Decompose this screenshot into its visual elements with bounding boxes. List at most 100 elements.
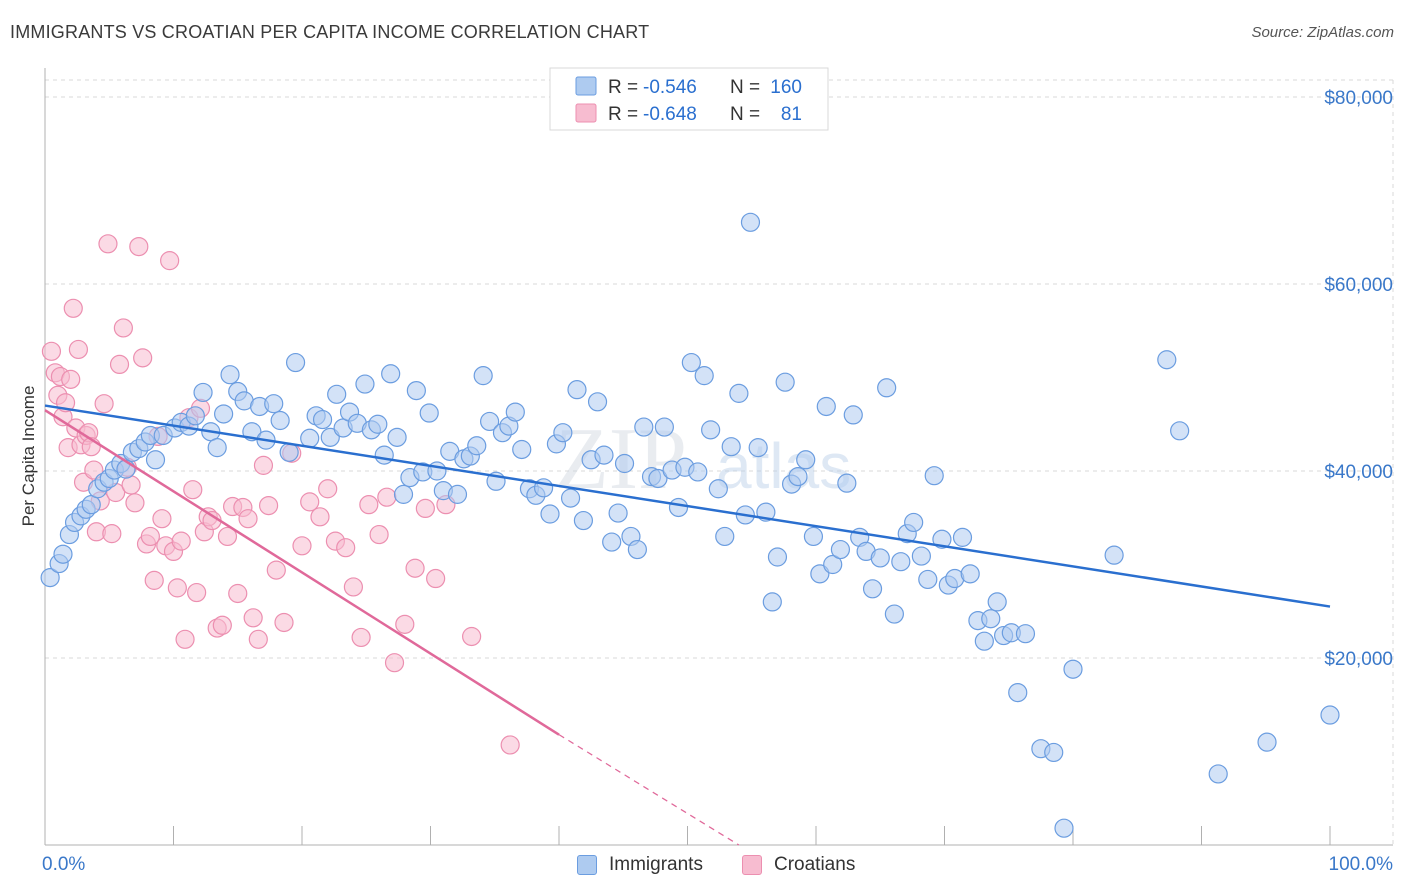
immigrants-point	[843, 405, 863, 425]
immigrants-point	[775, 372, 795, 392]
croatians-point	[125, 493, 145, 513]
immigrants-point	[911, 546, 931, 566]
immigrants-point	[270, 410, 290, 431]
immigrants-point	[594, 445, 614, 465]
croatians-point	[310, 507, 330, 527]
immigrants-point	[447, 484, 468, 504]
immigrants-point	[540, 504, 560, 524]
y-tick-label: $60,000	[1324, 275, 1393, 296]
immigrants-point	[1157, 350, 1177, 370]
immigrants-point	[904, 512, 924, 533]
immigrants-point	[701, 420, 721, 440]
croatians-trend-line	[44, 409, 560, 736]
immigrants-points	[40, 212, 1340, 838]
immigrants-point	[681, 352, 701, 373]
immigrants-point	[884, 604, 904, 624]
immigrants-point	[918, 569, 938, 590]
immigrants-point	[823, 554, 843, 575]
croatians-point	[63, 298, 83, 318]
immigrants-point	[40, 567, 60, 588]
chart-source: Source: ZipAtlas.com	[1251, 24, 1394, 41]
immigrants-point	[207, 438, 227, 458]
croatians-point	[121, 475, 141, 495]
immigrants-point	[185, 406, 205, 426]
immigrants-point	[816, 396, 836, 417]
immigrants-point	[748, 438, 768, 458]
immigrants-point	[220, 365, 240, 385]
legend-item-croatians[interactable]: Croatians	[742, 852, 855, 878]
croatians-point	[102, 524, 122, 544]
x-tick-label: 0.0%	[42, 854, 85, 875]
croatians-point	[152, 509, 172, 529]
stats-legend: R = -0.546 N = 160 R = -0.648 N = 81	[549, 67, 829, 131]
croatians-point	[133, 348, 153, 368]
immigrants-point	[145, 450, 166, 470]
immigrants-point	[553, 423, 573, 443]
immigrants-point	[767, 547, 788, 567]
immigrants-point	[512, 439, 532, 460]
immigrants-point	[480, 411, 500, 432]
immigrants-point	[573, 510, 594, 531]
x-tick-label: 100.0%	[1329, 854, 1394, 875]
immigrants-point	[708, 479, 728, 499]
stats-r-label-pink: R =	[608, 104, 638, 125]
immigrants-point	[602, 532, 622, 552]
croatians-point	[175, 629, 195, 649]
immigrants-point	[1320, 705, 1340, 725]
immigrants-point	[567, 380, 587, 400]
croatians-point	[384, 653, 405, 673]
immigrants-point	[981, 609, 1001, 629]
croatians-point	[98, 234, 118, 254]
stats-r-label-blue: R =	[608, 77, 638, 98]
croatians-point	[140, 526, 160, 547]
immigrants-point	[387, 427, 407, 447]
croatians-point	[318, 479, 338, 499]
croatians-point	[405, 558, 425, 578]
immigrants-point	[891, 552, 911, 572]
immigrants-point	[1015, 624, 1036, 644]
immigrants-point	[327, 384, 347, 404]
immigrants-point	[648, 468, 668, 489]
immigrants-point	[796, 450, 816, 470]
croatians-point	[300, 492, 320, 512]
croatians-point	[336, 538, 356, 558]
immigrants-point	[368, 414, 388, 434]
croatians-point	[61, 369, 81, 389]
immigrants-point	[264, 394, 284, 414]
x-tick-labels: 0.0% 100.0%	[42, 854, 1393, 875]
y-tick-label: $20,000	[1324, 649, 1393, 670]
immigrants-point	[654, 417, 674, 437]
croatians-point	[160, 251, 180, 271]
immigrants-point	[560, 488, 581, 508]
immigrants-point	[473, 366, 493, 386]
croatians-point	[500, 735, 520, 755]
immigrants-point	[870, 548, 890, 568]
stats-n-label-blue: N =	[730, 77, 760, 98]
immigrants-point	[419, 403, 439, 423]
immigrants-point	[740, 212, 761, 232]
immigrants-point	[715, 526, 735, 547]
y-tick-labels: $20,000 $40,000 $60,000 $80,000	[1324, 88, 1393, 670]
croatians-point	[109, 354, 130, 375]
croatians-point	[238, 509, 258, 529]
immigrants-point	[1208, 764, 1228, 784]
immigrants-point	[608, 503, 628, 523]
immigrants-point	[810, 564, 830, 584]
immigrants-point	[960, 564, 980, 584]
legend-label-immigrants: Immigrants	[609, 854, 703, 875]
legend-item-immigrants[interactable]: Immigrants	[577, 852, 703, 878]
stats-r-value-blue: -0.546	[643, 77, 697, 98]
immigrants-point	[952, 527, 973, 547]
immigrants-point	[285, 352, 306, 373]
y-axis-label: Per Capita Income	[19, 386, 38, 527]
immigrants-point	[116, 459, 136, 479]
immigrants-point	[53, 544, 73, 564]
immigrants-point	[1063, 659, 1083, 679]
legend-swatch-immigrants	[577, 855, 597, 875]
immigrants-point	[312, 409, 333, 430]
croatians-point	[266, 560, 286, 580]
croatians-point	[415, 498, 435, 518]
immigrants-point	[721, 437, 741, 457]
croatians-point	[41, 341, 62, 361]
